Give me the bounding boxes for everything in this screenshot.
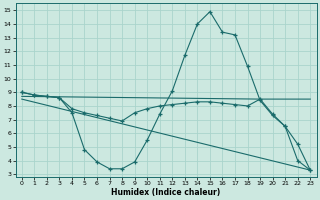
X-axis label: Humidex (Indice chaleur): Humidex (Indice chaleur) [111, 188, 221, 197]
